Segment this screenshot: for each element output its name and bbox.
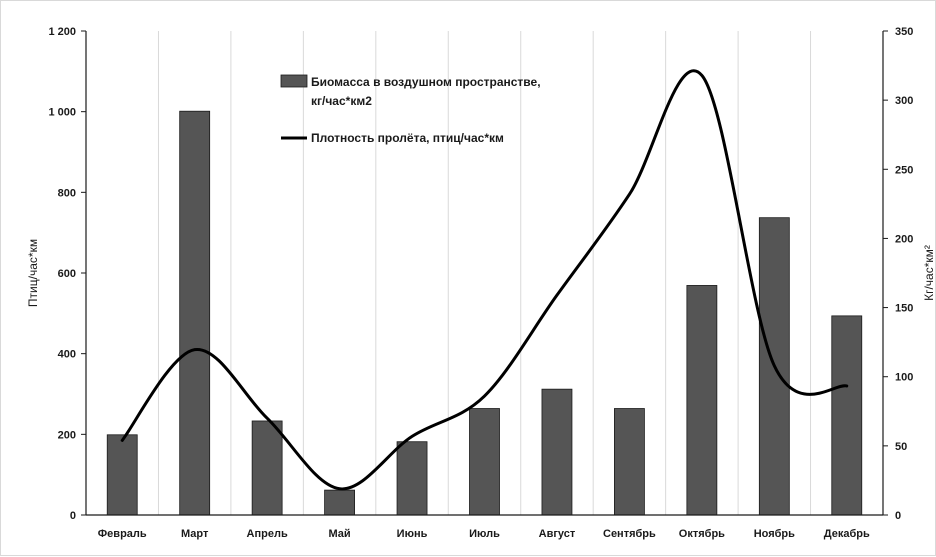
bar <box>107 435 137 515</box>
legend-bar-label: Биомасса в воздушном пространстве, <box>311 75 541 89</box>
right-axis-tick-label: 300 <box>895 95 913 107</box>
right-axis-tick-label: 100 <box>895 372 913 384</box>
bar-series <box>107 111 862 515</box>
x-axis-tick-label: Март <box>181 528 209 540</box>
left-axis-tick-label: 400 <box>58 349 76 361</box>
left-axis-tick-label: 200 <box>58 429 76 441</box>
left-axis-tick-label: 800 <box>58 187 76 199</box>
bar <box>542 389 572 515</box>
legend-bar-swatch <box>281 75 307 87</box>
right-axis-tick-label: 0 <box>895 510 901 522</box>
x-axis-tick-label: Август <box>539 528 576 540</box>
bar <box>832 316 862 515</box>
legend-bar-label: кг/час*км2 <box>311 94 372 108</box>
left-axis-tick-label: 1 000 <box>48 107 76 119</box>
bar <box>470 409 500 515</box>
x-axis-tick-label: Ноябрь <box>754 528 795 540</box>
bar <box>180 111 210 515</box>
x-axis-tick-label: Июль <box>469 528 500 540</box>
left-axis-tick-label: 600 <box>58 268 76 280</box>
bar <box>397 442 427 515</box>
left-axis-tick-label: 0 <box>70 510 76 522</box>
right-axis-tick-label: 250 <box>895 164 913 176</box>
bar <box>252 421 282 515</box>
x-axis-tick-label: Сентябрь <box>603 528 656 540</box>
x-axis-tick-label: Апрель <box>247 528 288 540</box>
x-axis-tick-label: Февраль <box>98 528 147 540</box>
right-axis-tick-label: 350 <box>895 26 913 38</box>
legend-line-label: Плотность пролёта, птиц/час*км <box>311 131 504 145</box>
bar <box>614 409 644 515</box>
x-axis-tick-label: Декабрь <box>824 528 870 540</box>
x-axis-tick-label: Июнь <box>397 528 428 540</box>
x-axis-tick-label: Октябрь <box>679 528 725 540</box>
left-axis-title: Птиц/час*км <box>26 239 40 307</box>
legend: Биомасса в воздушном пространстве, кг/час… <box>281 75 541 145</box>
bar <box>325 490 355 515</box>
right-axis-tick-label: 200 <box>895 233 913 245</box>
left-axis-tick-label: 1 200 <box>48 26 76 38</box>
right-axis-tick-label: 50 <box>895 441 907 453</box>
x-axis-tick-label: Май <box>328 528 350 540</box>
right-axis-title: Кг/час*км² <box>922 245 936 301</box>
right-axis-tick-label: 150 <box>895 303 913 315</box>
bar <box>687 285 717 515</box>
